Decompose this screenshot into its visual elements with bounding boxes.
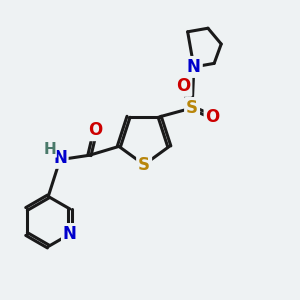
Text: O: O: [88, 121, 103, 139]
Text: H: H: [43, 142, 56, 157]
Text: N: N: [187, 58, 201, 76]
Text: S: S: [138, 156, 150, 174]
Text: N: N: [63, 225, 77, 243]
Text: N: N: [53, 149, 67, 167]
Text: O: O: [206, 108, 220, 126]
Text: O: O: [176, 77, 190, 95]
Text: S: S: [186, 99, 198, 117]
